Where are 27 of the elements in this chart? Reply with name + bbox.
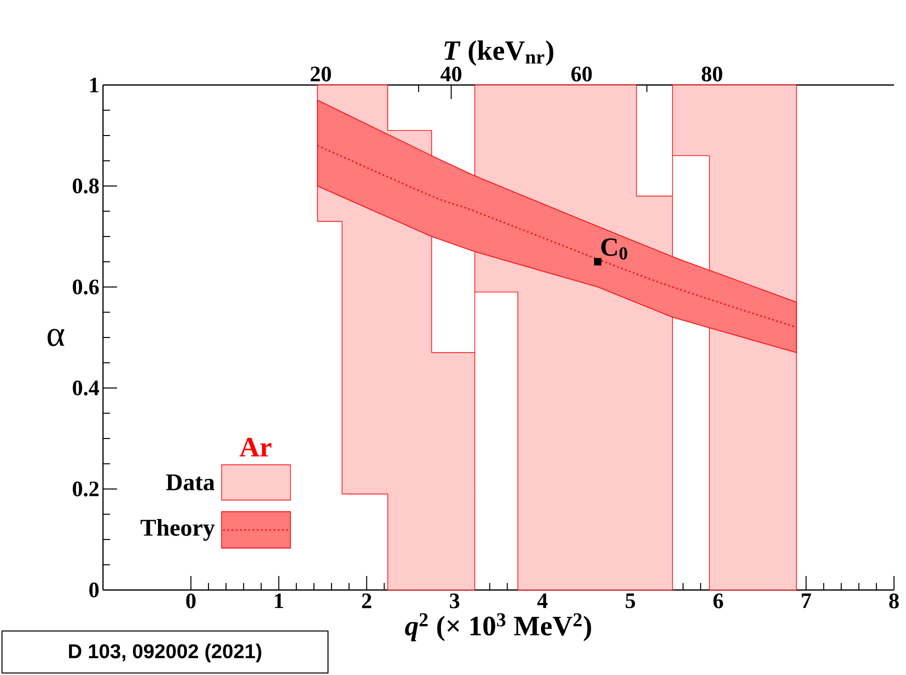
text: D 103, 092002 (2021) bbox=[69, 644, 262, 662]
x-tick-label: 0 bbox=[186, 594, 196, 608]
x-axis-title: q$^{2}$ (× 10$^{3}$ MeV$^{2}$) bbox=[405, 613, 592, 642]
y-tick-label: 0 bbox=[89, 582, 99, 598]
y-tick-label: 0.6 bbox=[72, 280, 99, 294]
x-tick-label: 2 bbox=[362, 594, 372, 608]
legend-label: Data bbox=[166, 474, 215, 490]
x-tick-label: 3 bbox=[450, 594, 460, 608]
x2-tick-label: 20 bbox=[310, 66, 331, 82]
x2-tick-label: 40 bbox=[440, 66, 462, 82]
y-axis-title: α bbox=[48, 328, 64, 346]
y-tick-label: 1 bbox=[90, 78, 98, 92]
x-tick-label: 4 bbox=[537, 594, 548, 608]
y-tick-label: 0.8 bbox=[72, 178, 99, 194]
x-tick-label: 6 bbox=[713, 594, 724, 608]
x2-axis-title: T (keV$_{nr}$) bbox=[444, 40, 554, 66]
x2-tick-label: 60 bbox=[571, 66, 592, 82]
x2-tick-label: 80 bbox=[702, 66, 722, 82]
y-tick-label: 0.2 bbox=[72, 482, 99, 496]
x-tick-label: 8 bbox=[889, 594, 899, 608]
legend-label: Theory bbox=[140, 518, 215, 541]
legend-title: Ar bbox=[240, 438, 272, 456]
annotation: C$_{0}$ bbox=[601, 238, 628, 260]
x-tick-label: 1 bbox=[275, 594, 284, 608]
y-tick-label: 0.4 bbox=[72, 380, 100, 396]
x-tick-label: 7 bbox=[802, 594, 812, 608]
x-tick-label: 5 bbox=[626, 594, 636, 608]
